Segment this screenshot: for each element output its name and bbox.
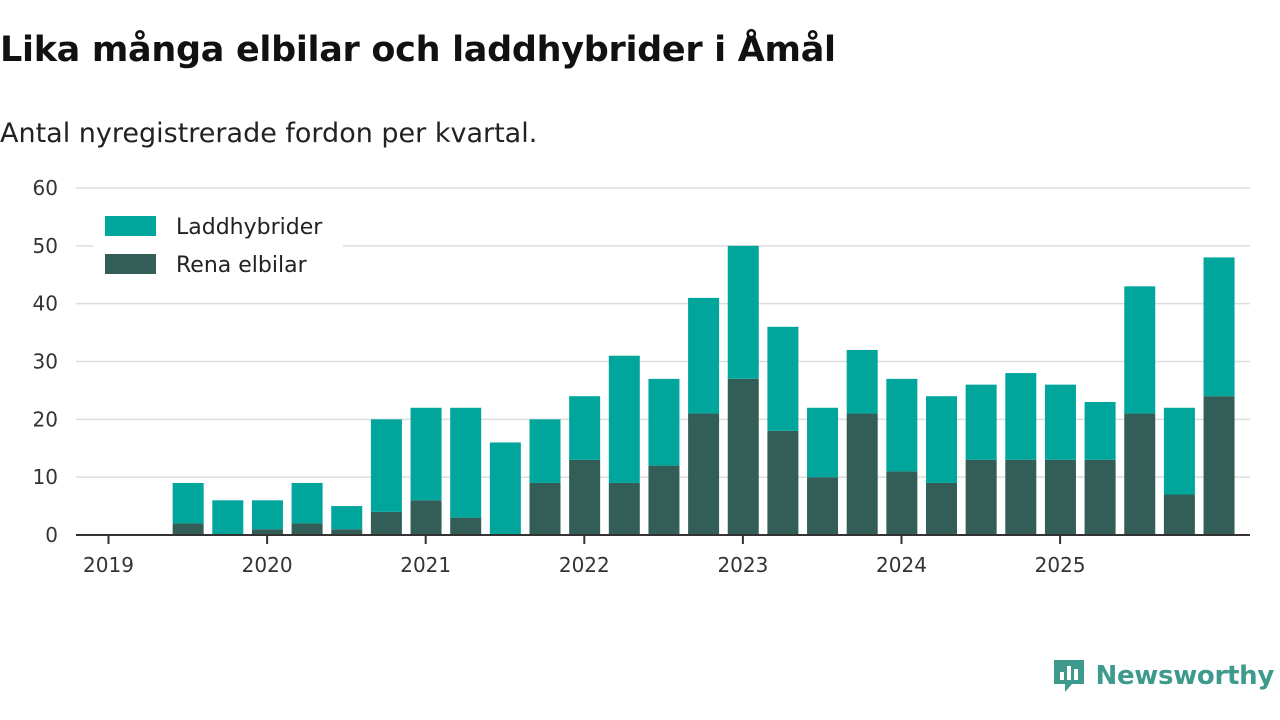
x-tick-label: 2023: [717, 553, 768, 577]
bar-rena-elbilar: [608, 482, 640, 535]
bar-laddhybrider: [1203, 257, 1235, 397]
x-tick-label: 2025: [1035, 553, 1086, 577]
bar-rena-elbilar: [569, 459, 601, 535]
newsworthy-logo-icon: [1053, 660, 1084, 692]
bar-laddhybrider: [1163, 407, 1195, 495]
bar-rena-elbilar: [370, 511, 402, 535]
bar-laddhybrider: [767, 326, 799, 431]
bar-laddhybrider: [410, 407, 442, 501]
bar-laddhybrider: [807, 407, 839, 478]
x-tick-label: 2024: [876, 553, 927, 577]
chart-title: Lika många elbilar och laddhybrider i Åm…: [0, 30, 836, 70]
x-tick-label: 2021: [400, 553, 451, 577]
bar-rena-elbilar: [529, 482, 561, 535]
bar-laddhybrider: [569, 396, 601, 460]
bar-laddhybrider: [450, 407, 482, 518]
bar-rena-elbilar: [926, 482, 957, 535]
bar-rena-elbilar: [807, 477, 839, 535]
bar-laddhybrider: [529, 419, 561, 483]
bar-laddhybrider: [370, 419, 402, 512]
bar-rena-elbilar: [251, 529, 283, 535]
bar-laddhybrider: [1044, 384, 1076, 460]
bar-rena-elbilar: [1084, 459, 1116, 535]
bar-laddhybrider: [251, 500, 283, 530]
bar-laddhybrider: [727, 245, 759, 379]
x-tick-label: 2019: [83, 553, 134, 577]
y-tick-label: 40: [33, 292, 58, 316]
bar-rena-elbilar: [1203, 396, 1235, 535]
y-tick-label: 10: [33, 465, 58, 489]
y-tick-label: 60: [33, 176, 58, 200]
bar-laddhybrider: [291, 482, 323, 524]
bar-laddhybrider: [886, 378, 918, 472]
brand-name: Newsworthy: [1095, 661, 1275, 691]
legend-swatch: [105, 216, 156, 236]
bar-laddhybrider: [965, 384, 997, 460]
y-tick-label: 20: [33, 407, 58, 431]
bar-rena-elbilar: [1005, 459, 1037, 535]
bar-laddhybrider: [1005, 373, 1037, 460]
bar-rena-elbilar: [410, 500, 442, 535]
bar-rena-elbilar: [648, 465, 680, 535]
bar-laddhybrider: [648, 378, 680, 466]
bar-rena-elbilar: [331, 529, 363, 535]
legend-label: Rena elbilar: [176, 253, 308, 278]
bar-rena-elbilar: [1124, 413, 1156, 535]
bar-laddhybrider: [1084, 401, 1116, 460]
x-tick-label: 2020: [242, 553, 293, 577]
bar-rena-elbilar: [688, 413, 720, 535]
bar-rena-elbilar: [172, 523, 204, 535]
bar-rena-elbilar: [846, 413, 878, 535]
x-tick-label: 2022: [559, 553, 610, 577]
bar-laddhybrider: [608, 355, 640, 483]
bar-laddhybrider: [331, 506, 363, 530]
y-tick-label: 30: [33, 350, 58, 374]
brand-logo: Newsworthy: [1052, 658, 1274, 694]
legend-label: Laddhybrider: [176, 215, 323, 240]
bar-laddhybrider: [489, 442, 521, 535]
bar-rena-elbilar: [965, 459, 997, 535]
bar-rena-elbilar: [767, 430, 799, 535]
bar-rena-elbilar: [450, 517, 482, 535]
bar-laddhybrider: [846, 349, 878, 414]
bar-laddhybrider: [1124, 286, 1156, 414]
bar-laddhybrider: [212, 500, 244, 535]
bar-laddhybrider: [926, 396, 957, 483]
y-tick-label: 50: [33, 234, 58, 258]
bar-laddhybrider: [688, 297, 720, 414]
bar-rena-elbilar: [727, 378, 759, 535]
bar-rena-elbilar: [886, 471, 918, 535]
y-tick-label: 0: [45, 523, 58, 547]
bar-rena-elbilar: [291, 523, 323, 535]
chart-subtitle: Antal nyregistrerade fordon per kvartal.: [0, 118, 538, 149]
bar-laddhybrider: [172, 482, 204, 524]
bar-rena-elbilar: [1044, 459, 1076, 535]
bar-rena-elbilar: [1163, 494, 1195, 535]
legend-swatch: [105, 254, 156, 274]
